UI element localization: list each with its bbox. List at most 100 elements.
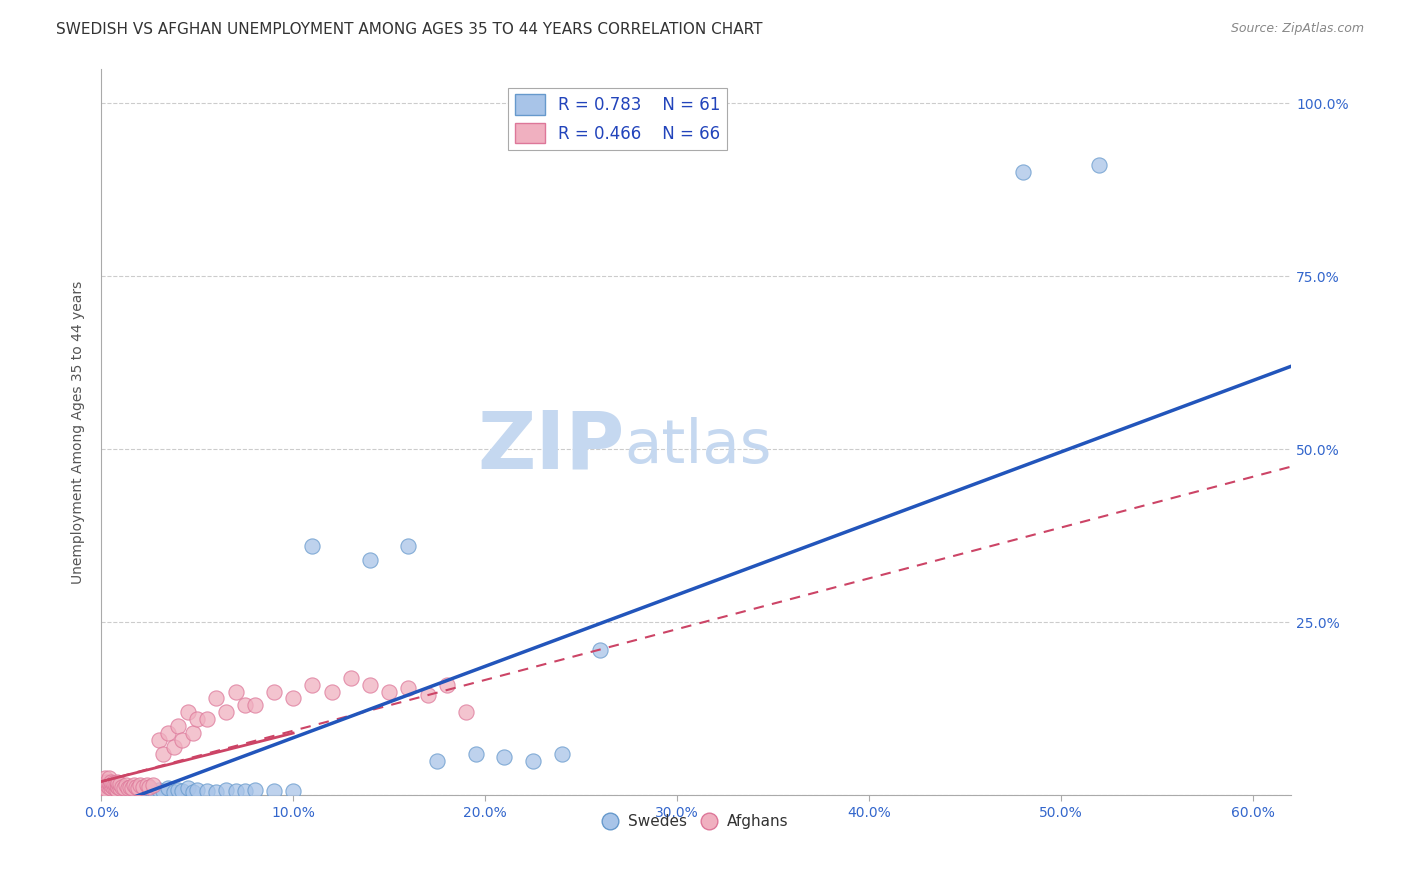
Point [122, 778, 145, 792]
Point [115, 782, 138, 797]
Point [100, 778, 122, 792]
Point [117, 783, 139, 797]
Point [148, 733, 170, 747]
Point [243, 782, 266, 797]
Point [233, 698, 256, 713]
Point [94, 771, 117, 785]
Point [110, 784, 132, 798]
Point [125, 781, 148, 796]
Point [167, 719, 190, 733]
Point [107, 776, 129, 790]
Point [101, 782, 124, 797]
Point [100, 781, 122, 796]
Point [152, 747, 174, 761]
Point [97, 780, 120, 794]
Point [115, 778, 138, 792]
Point [96, 774, 118, 789]
Point [195, 784, 218, 798]
Point [104, 781, 127, 796]
Point [454, 706, 477, 720]
Point [127, 781, 149, 796]
Point [97, 771, 120, 785]
Point [170, 733, 193, 747]
Point [105, 782, 128, 797]
Point [138, 780, 160, 794]
Point [110, 781, 132, 796]
Point [91, 785, 114, 799]
Point [104, 784, 127, 798]
Point [378, 684, 401, 698]
Point [110, 777, 132, 791]
Point [111, 780, 134, 794]
Point [551, 747, 574, 761]
Point [167, 782, 190, 797]
Point [163, 739, 186, 754]
Point [117, 781, 139, 796]
Point [321, 684, 343, 698]
Point [396, 539, 419, 553]
Point [205, 691, 228, 706]
Point [101, 776, 124, 790]
Point [112, 781, 135, 796]
Point [118, 780, 141, 794]
Point [263, 783, 285, 797]
Point [97, 776, 120, 790]
Point [121, 782, 143, 797]
Point [110, 781, 132, 796]
Point [91, 781, 114, 796]
Point [107, 783, 129, 797]
Point [100, 774, 122, 789]
Point [152, 784, 174, 798]
Point [138, 781, 160, 796]
Point [105, 779, 128, 793]
Point [143, 785, 166, 799]
Point [118, 785, 141, 799]
Point [233, 784, 256, 798]
Point [112, 785, 135, 799]
Point [183, 726, 205, 740]
Point [522, 754, 544, 768]
Point [148, 782, 170, 797]
Point [215, 782, 238, 797]
Point [91, 781, 114, 796]
Text: atlas: atlas [624, 417, 772, 476]
Point [128, 778, 150, 792]
Point [416, 688, 439, 702]
Point [142, 778, 165, 792]
Point [105, 785, 128, 799]
Point [107, 780, 129, 794]
Point [339, 671, 361, 685]
Point [170, 784, 193, 798]
Point [91, 774, 114, 789]
Point [183, 785, 205, 799]
Point [359, 553, 381, 567]
Point [94, 781, 117, 796]
Point [96, 780, 118, 794]
Point [97, 782, 120, 797]
Point [283, 784, 305, 798]
Point [91, 778, 114, 792]
Point [96, 778, 118, 792]
Point [104, 781, 127, 796]
Point [157, 781, 180, 796]
Point [94, 782, 117, 797]
Point [125, 780, 148, 794]
Y-axis label: Unemployment Among Ages 35 to 44 years: Unemployment Among Ages 35 to 44 years [72, 280, 86, 583]
Point [157, 726, 180, 740]
Point [96, 782, 118, 797]
Point [359, 678, 381, 692]
Point [100, 785, 122, 799]
Point [464, 747, 486, 761]
Point [132, 784, 155, 798]
Legend: Swedes, Afghans: Swedes, Afghans [598, 808, 794, 835]
Point [301, 539, 323, 553]
Point [122, 784, 145, 798]
Point [136, 778, 159, 792]
Point [283, 691, 305, 706]
Point [215, 706, 238, 720]
Point [105, 782, 128, 797]
Point [225, 783, 247, 797]
Point [186, 782, 208, 797]
Text: Source: ZipAtlas.com: Source: ZipAtlas.com [1230, 22, 1364, 36]
Point [301, 678, 323, 692]
